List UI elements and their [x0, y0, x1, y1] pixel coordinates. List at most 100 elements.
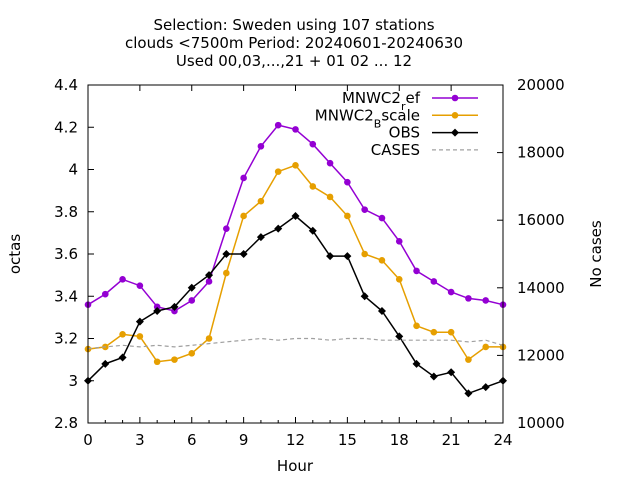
data-point	[240, 212, 247, 220]
x-axis-label: Hour	[277, 457, 314, 475]
data-point	[257, 197, 265, 205]
data-point	[343, 252, 352, 261]
data-point	[171, 307, 178, 315]
data-point	[292, 126, 299, 133]
y-tick-label: 3.4	[54, 287, 78, 305]
legend-label: CASES	[371, 141, 420, 159]
data-point	[326, 193, 334, 201]
legend-marker	[451, 112, 459, 119]
data-point	[223, 225, 230, 232]
data-point	[377, 307, 386, 316]
data-point	[360, 292, 369, 301]
x-tick-label: 0	[83, 431, 93, 449]
y-tick-label: 3.2	[54, 330, 78, 348]
legend-label: MNWC2Bscale	[315, 106, 420, 130]
y-axis-label: octas	[6, 234, 24, 274]
data-point	[378, 257, 386, 264]
legend-marker	[451, 94, 459, 102]
series-line	[87, 164, 503, 363]
data-point	[447, 288, 455, 296]
data-point	[136, 333, 144, 340]
legend-item: MNWC2ref	[342, 89, 478, 113]
y2-tick-label: 14000	[517, 279, 565, 297]
data-point	[395, 332, 404, 341]
data-point	[482, 297, 490, 304]
data-point	[119, 330, 126, 338]
x-tick-label: 18	[390, 431, 409, 449]
series-obs	[84, 211, 507, 398]
data-point	[291, 211, 300, 220]
data-point	[222, 250, 231, 258]
y-tick-label: 4	[68, 161, 78, 179]
data-point	[239, 250, 248, 258]
x-tick-label: 9	[239, 431, 249, 449]
data-point	[118, 353, 127, 362]
data-point	[482, 343, 490, 351]
data-point	[136, 282, 144, 289]
data-point	[256, 233, 265, 242]
chart-title-line-2: clouds <7500m Period: 20240601-20240630	[125, 34, 463, 52]
series-mnwc2-bscale	[84, 161, 507, 366]
data-point	[326, 252, 335, 261]
data-point	[464, 389, 473, 398]
x-tick-label: 3	[135, 431, 145, 449]
data-point	[274, 168, 282, 175]
data-point	[274, 121, 282, 129]
data-point	[308, 226, 317, 235]
y2-tick-label: 16000	[517, 211, 565, 229]
y-tick-label: 2.8	[54, 414, 78, 432]
legend-marker	[451, 128, 459, 137]
data-point	[326, 159, 334, 167]
data-point	[344, 178, 351, 186]
y2-tick-label: 12000	[517, 346, 565, 364]
data-point	[153, 358, 161, 366]
data-point	[481, 383, 490, 392]
data-point	[429, 372, 438, 381]
data-point	[101, 290, 109, 298]
ticks: 0 3 6 9 12 15 18 21 24 2.8 3 3.2 3.4 3.6 3.8 4 4.2 4.4 100…	[54, 76, 565, 449]
series-line	[87, 337, 504, 350]
y-tick-label: 3.6	[54, 245, 78, 263]
legend-item: CASES	[371, 141, 478, 159]
data-point	[465, 295, 472, 302]
data-point	[395, 238, 403, 245]
data-point	[447, 368, 456, 377]
data-point	[430, 328, 438, 336]
y-tick-label: 4.4	[54, 76, 78, 94]
data-point	[187, 283, 196, 292]
x-tick-label: 21	[442, 431, 461, 449]
data-point	[240, 174, 247, 182]
data-point	[413, 267, 420, 275]
x-tick-label: 15	[338, 431, 357, 449]
y-tick-label: 3.8	[54, 203, 78, 221]
data-point	[153, 307, 162, 316]
x-tick-label: 24	[493, 431, 512, 449]
data-point	[188, 297, 196, 304]
data-point	[395, 276, 403, 283]
chart-title-line-3: Used 00,03,...,21 + 01 02 ... 12	[176, 52, 412, 70]
data-point	[135, 317, 144, 326]
data-point	[309, 140, 317, 148]
data-point	[447, 328, 455, 336]
y2-tick-label: 10000	[517, 414, 565, 432]
series-layer	[84, 121, 507, 398]
legend-item: MNWC2Bscale	[315, 106, 478, 130]
series-line	[87, 215, 504, 395]
data-point	[465, 356, 472, 363]
data-point	[153, 303, 161, 311]
data-point	[378, 214, 386, 222]
plot-frame	[87, 84, 504, 424]
data-point	[119, 276, 126, 283]
series-cases	[87, 337, 504, 350]
data-point	[188, 349, 196, 357]
data-point	[361, 250, 368, 258]
data-point	[205, 271, 214, 280]
data-point	[309, 183, 317, 190]
series-mnwc2-ref	[84, 121, 507, 315]
data-point	[170, 302, 179, 311]
y2-axis-label: No cases	[587, 220, 605, 288]
data-point	[413, 322, 420, 330]
legend-label: MNWC2ref	[342, 89, 421, 113]
